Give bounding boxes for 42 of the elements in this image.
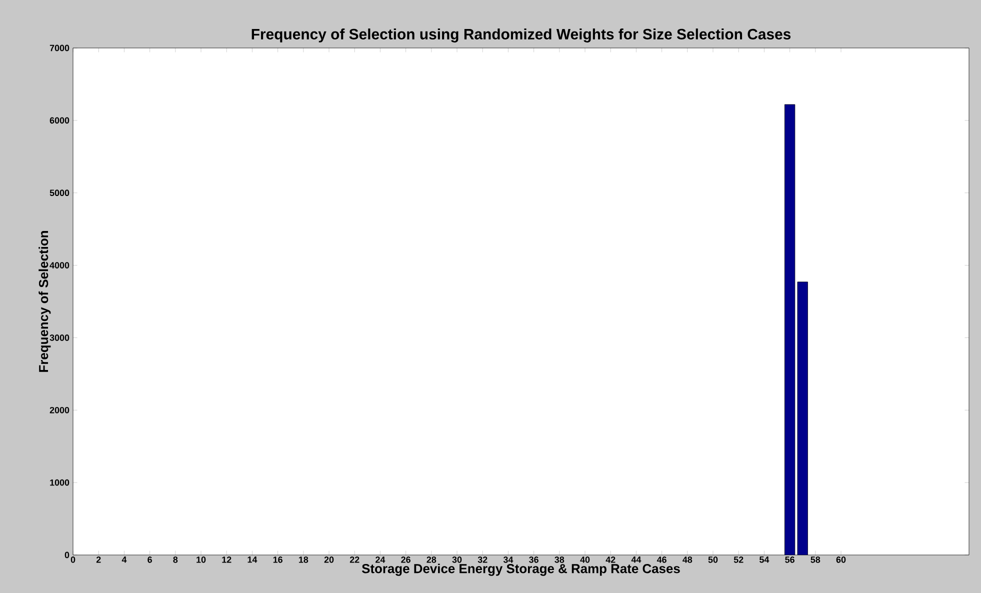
x-tick-label: 46 [656,556,666,563]
x-tick-label: 44 [631,556,642,563]
x-tick-label: 28 [426,556,436,563]
y-tick-label: 6000 [50,117,70,124]
x-tick-label: 58 [810,556,820,563]
x-tick-label: 56 [785,556,794,563]
x-tick-label: 32 [478,556,488,563]
x-tick-label: 42 [606,556,616,563]
x-tick-label: 40 [580,556,590,563]
y-tick-label: 3000 [50,334,70,341]
x-tick-label: 38 [554,556,564,563]
x-tick-label: 2 [96,556,101,563]
x-tick-label: 24 [376,556,386,563]
x-tick-label: 18 [298,556,308,563]
x-axis-title: Storage Device Energy Storage & Ramp Rate Cases [362,564,680,576]
x-tick-label: 10 [196,556,206,563]
y-tick-label: 0 [64,552,70,558]
chart-title: Frequency of Selection using Randomized Weights for Size Selection Cases [252,28,791,42]
x-tick-label: 60 [836,556,846,563]
y-tick-label: 5000 [50,190,70,196]
y-tick-label: 7000 [50,44,70,52]
x-tick-label: 36 [529,556,538,563]
x-tick-label: 12 [222,556,232,563]
x-tick-label: 0 [70,556,76,563]
x-tick-label: 8 [173,556,178,563]
x-tick-label: 16 [273,556,282,563]
x-tick-label: 50 [708,556,718,563]
x-tick-label: 34 [503,556,514,563]
y-axis-title: Frequency of Selection [38,231,51,372]
x-tick-label: 26 [401,556,410,563]
x-tick-label: 20 [324,556,334,563]
x-tick-label: 14 [248,556,258,563]
x-tick-label: 6 [148,556,152,563]
x-tick-label: 54 [760,556,770,563]
x-tick-label: 22 [350,556,360,563]
y-tick-label: 4000 [50,262,70,268]
y-tick-label: 2000 [50,406,70,414]
x-tick-label: 52 [734,556,744,563]
x-tick-label: 4 [122,556,127,563]
x-tick-label: 30 [452,556,462,563]
y-tick-label: 1000 [50,479,70,486]
x-tick-label: 48 [682,556,692,563]
